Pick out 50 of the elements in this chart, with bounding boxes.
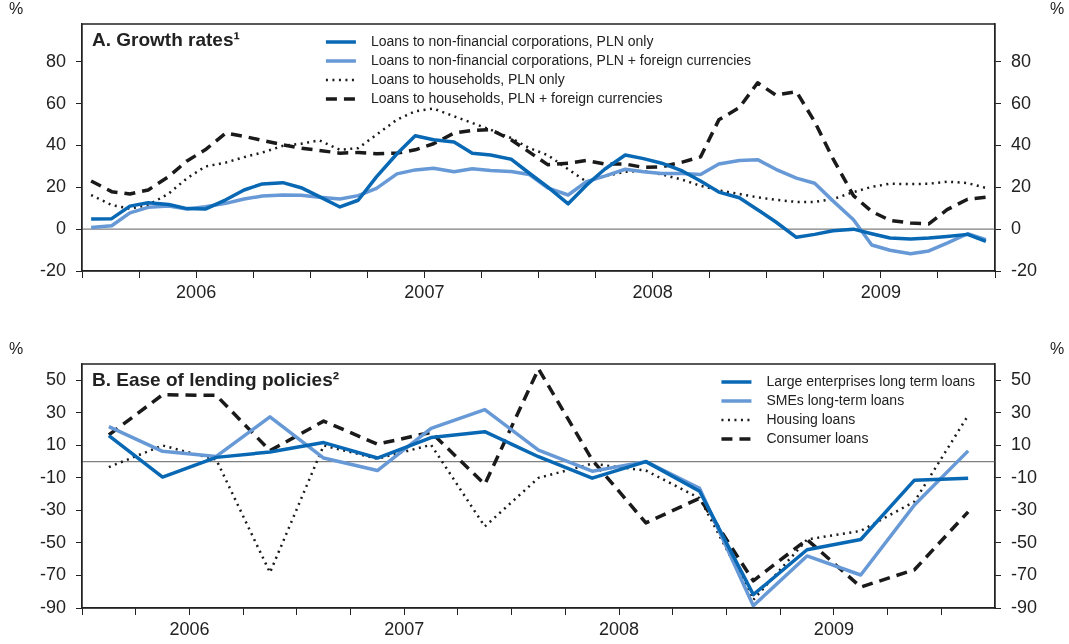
legend-label: Housing loans xyxy=(766,410,856,427)
x-tick-label: 2008 xyxy=(599,618,640,639)
x-tick-label: 2006 xyxy=(169,618,210,639)
y2-tick-label: 0 xyxy=(1011,218,1022,239)
y2-tick-label: 40 xyxy=(1011,134,1032,155)
y-tick-label: 60 xyxy=(45,92,66,113)
y-tick-label: -10 xyxy=(39,466,66,487)
y-tick-label: -70 xyxy=(39,564,66,585)
y-tick-label: 50 xyxy=(45,369,66,390)
y2-tick-label: 60 xyxy=(1011,92,1032,113)
y-tick-label: -20 xyxy=(39,259,66,280)
y2-tick-label: 20 xyxy=(1011,176,1032,197)
y2-axis-title: % xyxy=(1049,340,1065,358)
legend-label: Loans to non-financial corporations, PLN only xyxy=(370,32,654,49)
y-tick-label: 20 xyxy=(45,176,66,197)
x-tick-label: 2009 xyxy=(813,618,854,639)
legend-label: Loans to households, PLN + foreign currencies xyxy=(370,89,663,106)
y-tick-label: -30 xyxy=(39,499,66,520)
chart-title: A. Growth rates¹ xyxy=(92,28,240,50)
x-tick-label: 2006 xyxy=(176,281,217,302)
y-axis-title: % xyxy=(8,340,24,358)
legend-label: Consumer loans xyxy=(766,429,869,446)
y2-tick-label: -90 xyxy=(1011,596,1038,617)
y2-tick-label: 80 xyxy=(1011,50,1032,71)
x-tick-label: 2009 xyxy=(860,281,901,302)
y-tick-label: -50 xyxy=(39,531,66,552)
y2-tick-label: -10 xyxy=(1011,466,1038,487)
y2-axis-title: % xyxy=(1049,0,1065,18)
y-tick-label: 0 xyxy=(55,218,66,239)
legend-label: Loans to households, PLN only xyxy=(370,70,565,87)
y-tick-label: 10 xyxy=(45,434,66,455)
y-tick-label: 80 xyxy=(45,50,66,71)
y-tick-label: -90 xyxy=(39,596,66,617)
y2-tick-label: 30 xyxy=(1011,401,1032,422)
chart-title: B. Ease of lending policies² xyxy=(92,368,340,390)
y2-tick-label: 50 xyxy=(1011,369,1032,390)
x-tick-label: 2007 xyxy=(404,281,445,302)
y-axis-title: % xyxy=(8,0,24,18)
y2-tick-label: -30 xyxy=(1011,499,1038,520)
x-tick-label: 2007 xyxy=(384,618,425,639)
x-tick-label: 2008 xyxy=(632,281,673,302)
legend-label: Large enterprises long term loans xyxy=(766,372,975,389)
legend-label: SMEs long-term loans xyxy=(766,391,905,408)
y2-tick-label: 10 xyxy=(1011,434,1032,455)
y2-tick-label: -20 xyxy=(1011,259,1038,280)
y-tick-label: 30 xyxy=(45,401,66,422)
legend-label: Loans to non-financial corporations, PLN + foreign currencies xyxy=(370,51,752,68)
y-tick-label: 40 xyxy=(45,134,66,155)
y2-tick-label: -70 xyxy=(1011,564,1038,585)
y2-tick-label: -50 xyxy=(1011,531,1038,552)
